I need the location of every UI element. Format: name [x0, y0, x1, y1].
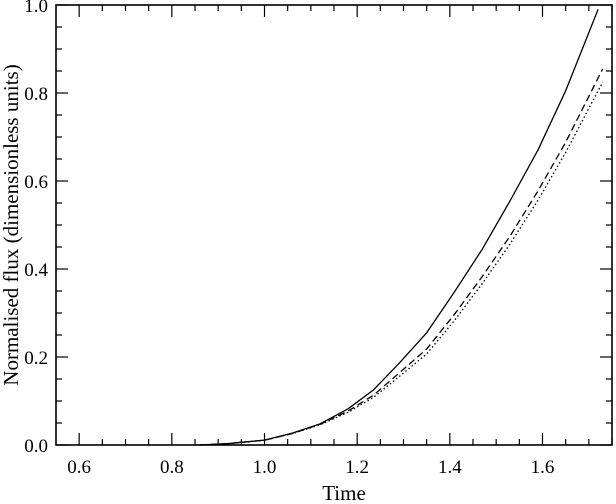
- y-tick-label: 0.6: [24, 172, 48, 193]
- series-line-solid: [199, 9, 599, 446]
- y-tick-label: 1.0: [24, 0, 48, 17]
- series-line-dashed: [199, 68, 604, 446]
- axis-ticks: [56, 4, 613, 446]
- y-tick-label: 0.4: [24, 260, 48, 281]
- x-tick-label: 0.8: [160, 457, 184, 478]
- x-tick-label: 1.6: [531, 457, 555, 478]
- x-axis-label: Time: [322, 481, 366, 504]
- plot-frame: [55, 4, 613, 446]
- x-tick-label: 0.6: [67, 457, 91, 478]
- x-tick-label: 1.4: [438, 457, 462, 478]
- x-tick-label: 1.2: [345, 457, 369, 478]
- tick-labels: 0.6 0.8 1.0 1.2 1.4 1.6 0.0 0.2 0.4 0.6 0.8 1.0: [24, 0, 554, 478]
- y-axis-label: Normalised flux (dimensionless units): [0, 64, 23, 385]
- y-tick-label: 0.2: [24, 348, 48, 369]
- x-tick-label: 1.0: [253, 457, 277, 478]
- y-tick-label: 0.8: [24, 84, 48, 105]
- series-layer: [199, 9, 604, 446]
- y-tick-label: 0.0: [24, 436, 48, 457]
- series-line-dotted: [199, 81, 604, 446]
